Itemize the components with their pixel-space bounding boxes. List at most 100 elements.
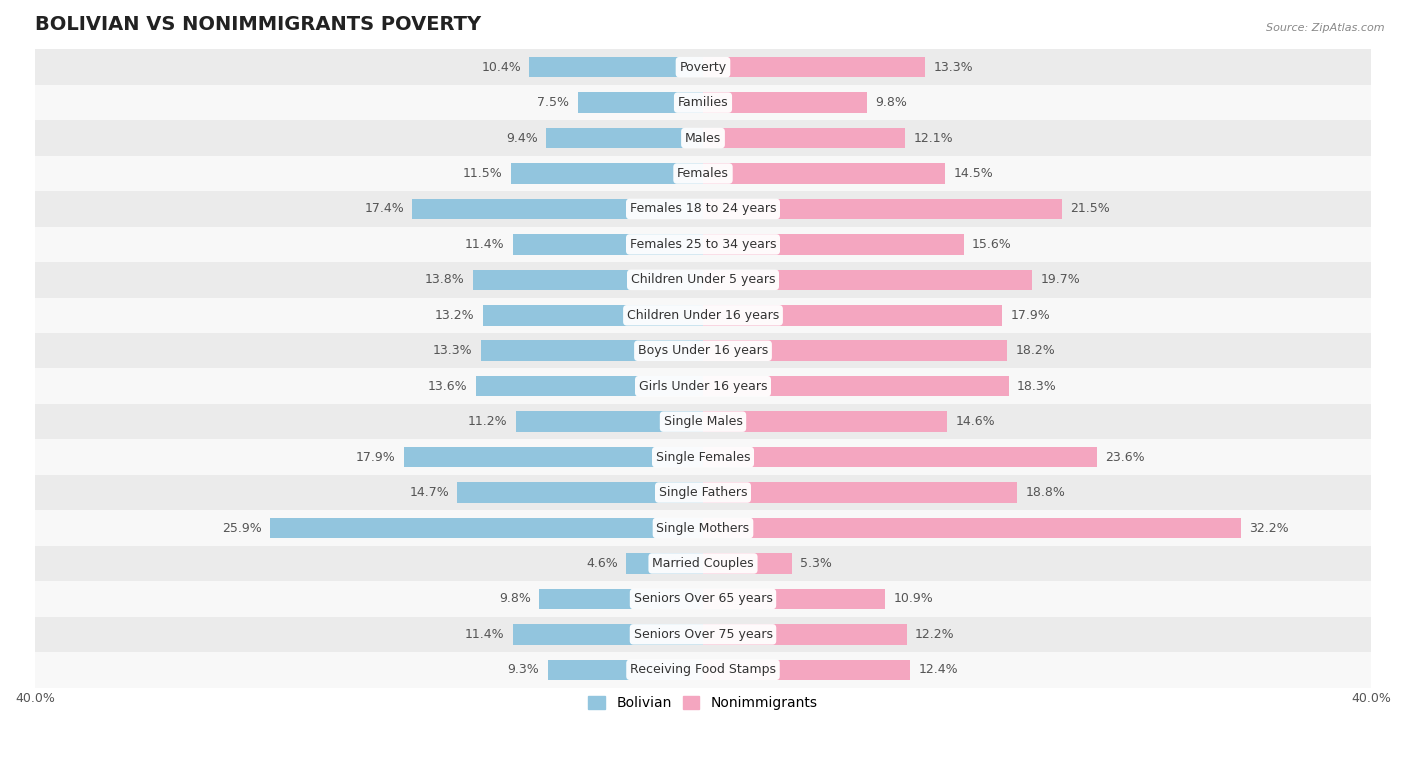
Bar: [513, 624, 703, 644]
Text: Single Females: Single Females: [655, 450, 751, 464]
Bar: [578, 92, 703, 113]
Text: Single Males: Single Males: [664, 415, 742, 428]
Text: 14.5%: 14.5%: [953, 167, 993, 180]
Bar: [626, 553, 703, 574]
Text: 11.4%: 11.4%: [464, 238, 505, 251]
Text: 12.4%: 12.4%: [918, 663, 957, 676]
Text: Children Under 16 years: Children Under 16 years: [627, 309, 779, 322]
Text: BOLIVIAN VS NONIMMIGRANTS POVERTY: BOLIVIAN VS NONIMMIGRANTS POVERTY: [35, 15, 481, 34]
Text: 18.2%: 18.2%: [1015, 344, 1054, 357]
Text: 10.4%: 10.4%: [481, 61, 522, 74]
Bar: [703, 305, 1002, 326]
Text: 7.5%: 7.5%: [537, 96, 569, 109]
Bar: [35, 510, 1371, 546]
Text: 9.4%: 9.4%: [506, 132, 537, 145]
Bar: [35, 368, 1371, 404]
Text: 9.3%: 9.3%: [508, 663, 540, 676]
Bar: [35, 156, 1371, 191]
Bar: [703, 57, 925, 77]
Bar: [703, 624, 907, 644]
Bar: [540, 589, 703, 609]
Text: Single Fathers: Single Fathers: [659, 486, 747, 499]
Text: 4.6%: 4.6%: [586, 557, 617, 570]
Bar: [548, 659, 703, 680]
Text: Girls Under 16 years: Girls Under 16 years: [638, 380, 768, 393]
Text: 14.7%: 14.7%: [409, 486, 449, 499]
Text: 13.6%: 13.6%: [427, 380, 468, 393]
Text: 12.2%: 12.2%: [915, 628, 955, 641]
Text: 5.3%: 5.3%: [800, 557, 832, 570]
Text: 11.2%: 11.2%: [468, 415, 508, 428]
Bar: [404, 446, 703, 468]
Text: Females: Females: [678, 167, 728, 180]
Bar: [35, 333, 1371, 368]
Text: Poverty: Poverty: [679, 61, 727, 74]
Bar: [703, 482, 1017, 503]
Text: 13.3%: 13.3%: [433, 344, 472, 357]
Bar: [35, 475, 1371, 510]
Text: Females 18 to 24 years: Females 18 to 24 years: [630, 202, 776, 215]
Text: 17.4%: 17.4%: [364, 202, 404, 215]
Bar: [546, 128, 703, 149]
Text: Families: Families: [678, 96, 728, 109]
Bar: [35, 298, 1371, 333]
Text: Females 25 to 34 years: Females 25 to 34 years: [630, 238, 776, 251]
Text: 17.9%: 17.9%: [1011, 309, 1050, 322]
Text: Seniors Over 75 years: Seniors Over 75 years: [634, 628, 772, 641]
Text: 15.6%: 15.6%: [972, 238, 1012, 251]
Text: 9.8%: 9.8%: [499, 593, 531, 606]
Bar: [35, 440, 1371, 475]
Bar: [35, 616, 1371, 652]
Bar: [703, 128, 905, 149]
Bar: [703, 199, 1062, 219]
Bar: [412, 199, 703, 219]
Bar: [510, 163, 703, 183]
Text: 18.8%: 18.8%: [1025, 486, 1066, 499]
Bar: [35, 49, 1371, 85]
Text: 23.6%: 23.6%: [1105, 450, 1144, 464]
Bar: [35, 227, 1371, 262]
Bar: [35, 262, 1371, 298]
Text: 18.3%: 18.3%: [1017, 380, 1057, 393]
Bar: [703, 553, 792, 574]
Bar: [475, 376, 703, 396]
Text: 12.1%: 12.1%: [914, 132, 953, 145]
Bar: [513, 234, 703, 255]
Bar: [35, 652, 1371, 688]
Bar: [703, 589, 884, 609]
Text: Receiving Food Stamps: Receiving Food Stamps: [630, 663, 776, 676]
Bar: [481, 340, 703, 361]
Legend: Bolivian, Nonimmigrants: Bolivian, Nonimmigrants: [583, 691, 823, 716]
Text: 21.5%: 21.5%: [1070, 202, 1111, 215]
Bar: [457, 482, 703, 503]
Text: Single Mothers: Single Mothers: [657, 522, 749, 534]
Bar: [35, 191, 1371, 227]
Bar: [703, 270, 1032, 290]
Bar: [703, 446, 1097, 468]
Bar: [482, 305, 703, 326]
Bar: [35, 546, 1371, 581]
Bar: [703, 92, 866, 113]
Text: 11.5%: 11.5%: [463, 167, 502, 180]
Text: Source: ZipAtlas.com: Source: ZipAtlas.com: [1267, 23, 1385, 33]
Text: 13.8%: 13.8%: [425, 274, 464, 287]
Bar: [35, 404, 1371, 440]
Bar: [703, 340, 1007, 361]
Bar: [35, 85, 1371, 121]
Bar: [703, 163, 945, 183]
Bar: [472, 270, 703, 290]
Text: 19.7%: 19.7%: [1040, 274, 1080, 287]
Bar: [516, 412, 703, 432]
Text: 11.4%: 11.4%: [464, 628, 505, 641]
Text: Seniors Over 65 years: Seniors Over 65 years: [634, 593, 772, 606]
Bar: [270, 518, 703, 538]
Bar: [529, 57, 703, 77]
Text: 32.2%: 32.2%: [1249, 522, 1289, 534]
Text: Males: Males: [685, 132, 721, 145]
Text: Children Under 5 years: Children Under 5 years: [631, 274, 775, 287]
Bar: [703, 659, 910, 680]
Text: Married Couples: Married Couples: [652, 557, 754, 570]
Text: 14.6%: 14.6%: [955, 415, 995, 428]
Bar: [703, 518, 1240, 538]
Text: 10.9%: 10.9%: [893, 593, 934, 606]
